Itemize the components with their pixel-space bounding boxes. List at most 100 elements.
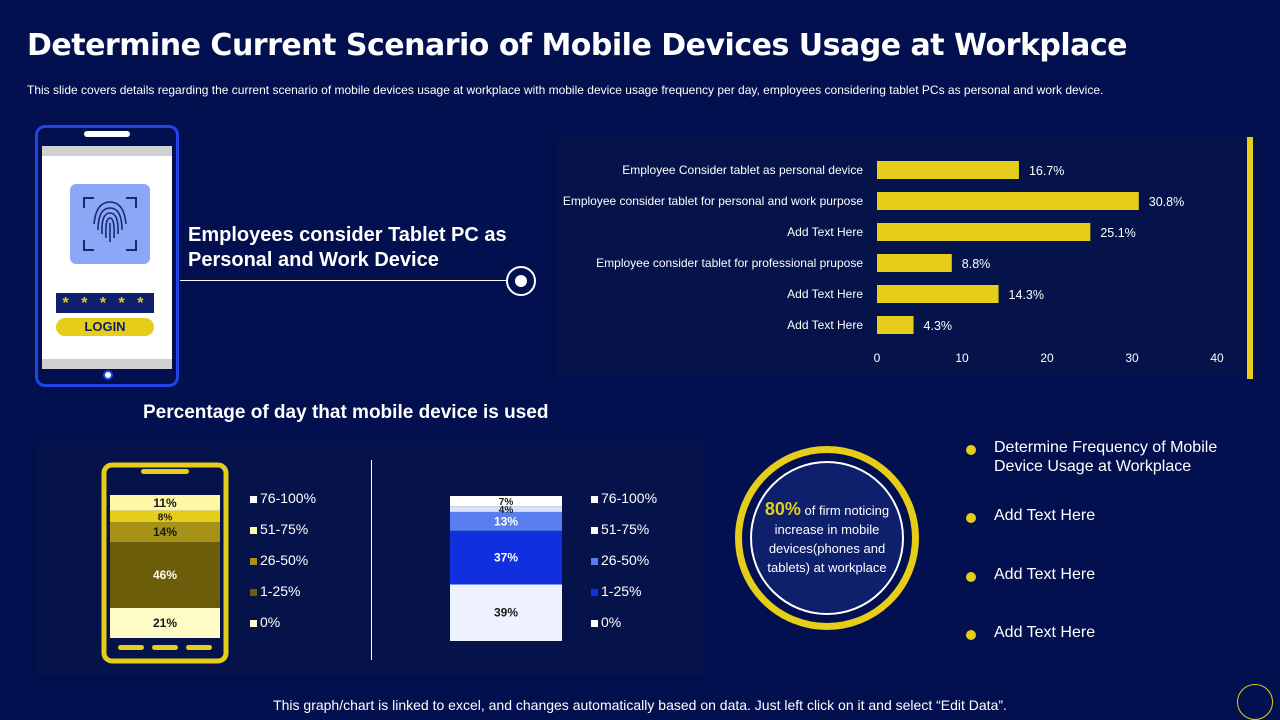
bar: [877, 161, 1019, 179]
legend-label: 26-50%: [260, 552, 308, 568]
segment-label: 37%: [494, 551, 518, 565]
phone-button-shape: [186, 645, 212, 650]
phone-bottom-bar: [42, 359, 172, 369]
usage-stack-panel: 21% 46% 14% 8% 11% 76-100% 51-75% 26-50% 1-25% 0%…: [36, 443, 704, 676]
legend-label: 26-50%: [601, 552, 649, 568]
callout-dot-icon: [506, 266, 536, 296]
bullet-dot-icon: [966, 572, 976, 582]
bullet-label: Add Text Here: [994, 624, 1096, 641]
data-label: 30.8%: [1149, 195, 1184, 209]
legend-label: 1-25%: [601, 583, 641, 599]
bar: [877, 192, 1139, 210]
legend-swatch: [591, 527, 598, 534]
tablet-callout-text: Employees consider Tablet PC as Personal…: [188, 224, 507, 271]
fingerprint-icon: [70, 184, 150, 264]
tablet-usage-chart-panel: Employee Consider tablet as personal dev…: [556, 137, 1246, 377]
stat-description: of firm noticing increase in mobile devi…: [767, 502, 890, 575]
usage-section-title: Percentage of day that mobile device is …: [143, 402, 549, 423]
legend-label: 1-25%: [260, 583, 300, 599]
x-tick-label: 0: [874, 351, 881, 365]
x-tick-label: 30: [1125, 351, 1139, 365]
legend-swatch: [250, 496, 257, 503]
stack-segment: [110, 495, 220, 511]
phone-speaker-shape: [141, 469, 189, 474]
stack-segment: [110, 542, 220, 608]
bullet-label: Add Text Here: [994, 566, 1096, 583]
stack-segment: [450, 530, 562, 585]
category-label: Employee consider tablet for professiona…: [596, 256, 863, 270]
tablet-usage-stacked-chart: 39% 37% 13%4%7% 76-100% 51-75% 26-50% 1-25% 0%: [450, 490, 657, 641]
category-label: Add Text Here: [787, 318, 863, 332]
phone-usage-stacked-chart: 21% 46% 14% 8% 11% 76-100% 51-75% 26-50% 1-25% 0%: [101, 462, 316, 664]
data-label: 25.1%: [1100, 226, 1135, 240]
data-label: 4.3%: [924, 319, 953, 333]
accent-bar: [1247, 137, 1253, 379]
category-label: Add Text Here: [787, 225, 863, 239]
legend-swatch: [591, 496, 598, 503]
data-label: 8.8%: [962, 257, 991, 271]
phone-status-bar: [42, 146, 172, 156]
legend-swatch: [591, 558, 598, 565]
bullet-dot-icon: [966, 513, 976, 523]
segment-label: 39%: [494, 606, 518, 620]
bullet-label: Determine Frequency of Mobile Device Usa…: [994, 439, 1218, 475]
stack-segment: [450, 496, 562, 507]
page-title: Determine Current Scenario of Mobile Dev…: [27, 28, 1128, 63]
bullet-item: Add Text Here: [966, 623, 1266, 642]
segment-label: 21%: [153, 616, 177, 630]
bar: [877, 285, 999, 303]
legend-label: 0%: [601, 614, 621, 630]
legend-swatch: [250, 558, 257, 565]
phone-illustration: * * * * * LOGIN: [35, 125, 179, 387]
x-tick-label: 20: [1040, 351, 1054, 365]
legend-swatch: [250, 589, 257, 596]
callout-connector-line: [180, 280, 510, 281]
data-label: 14.3%: [1009, 288, 1044, 302]
footer-note: This graph/chart is linked to excel, and…: [273, 697, 1007, 713]
bar: [877, 316, 914, 334]
legend-label: 0%: [260, 614, 280, 630]
data-label: 16.7%: [1029, 164, 1064, 178]
legend-swatch: [250, 527, 257, 534]
phone-button-shape: [152, 645, 178, 650]
login-button: LOGIN: [56, 318, 154, 336]
legend-label: 76-100%: [260, 490, 316, 506]
bullet-item: Add Text Here: [966, 565, 1266, 584]
x-tick-label: 10: [955, 351, 969, 365]
stat-circle: 80% of firm noticing increase in mobile …: [735, 446, 919, 630]
category-label: Employee consider tablet for personal an…: [563, 194, 863, 208]
segment-label: 7%: [499, 497, 514, 508]
legend-swatch: [250, 620, 257, 627]
stack-segment: [450, 511, 562, 531]
page-subtitle: This slide covers details regarding the …: [27, 83, 1104, 97]
stat-percent: 80%: [764, 498, 801, 519]
category-label: Add Text Here: [787, 287, 863, 301]
legend-label: 51-75%: [601, 521, 649, 537]
bullet-item: Add Text Here: [966, 506, 1266, 525]
corner-ring-icon: [1237, 684, 1273, 720]
segment-label: 13%: [494, 514, 518, 528]
legend-swatch: [591, 589, 598, 596]
legend-label: 76-100%: [601, 490, 657, 506]
bullet-item: Determine Frequency of Mobile Device Usa…: [966, 438, 1266, 476]
bullet-dot-icon: [966, 630, 976, 640]
category-label: Employee Consider tablet as personal dev…: [622, 163, 863, 177]
bar: [877, 223, 1091, 241]
segment-label: 4%: [499, 505, 514, 516]
phone-button-shape: [118, 645, 144, 650]
segment-label: 46%: [153, 568, 177, 582]
segment-label: 14%: [153, 525, 177, 539]
stack-segment: [110, 607, 220, 638]
segment-label: 11%: [153, 496, 177, 510]
legend-label: 51-75%: [260, 521, 308, 537]
x-tick-label: 40: [1210, 351, 1224, 365]
segment-label: 8%: [158, 512, 173, 523]
chart-divider: [371, 460, 372, 660]
stack-segment: [450, 506, 562, 512]
legend-swatch: [591, 620, 598, 627]
phone-screen: * * * * * LOGIN: [42, 146, 172, 369]
stack-segment: [450, 584, 562, 641]
bar: [877, 254, 952, 272]
bullet-dot-icon: [966, 445, 976, 455]
stat-text: 80% of firm noticing increase in mobile …: [762, 498, 892, 577]
